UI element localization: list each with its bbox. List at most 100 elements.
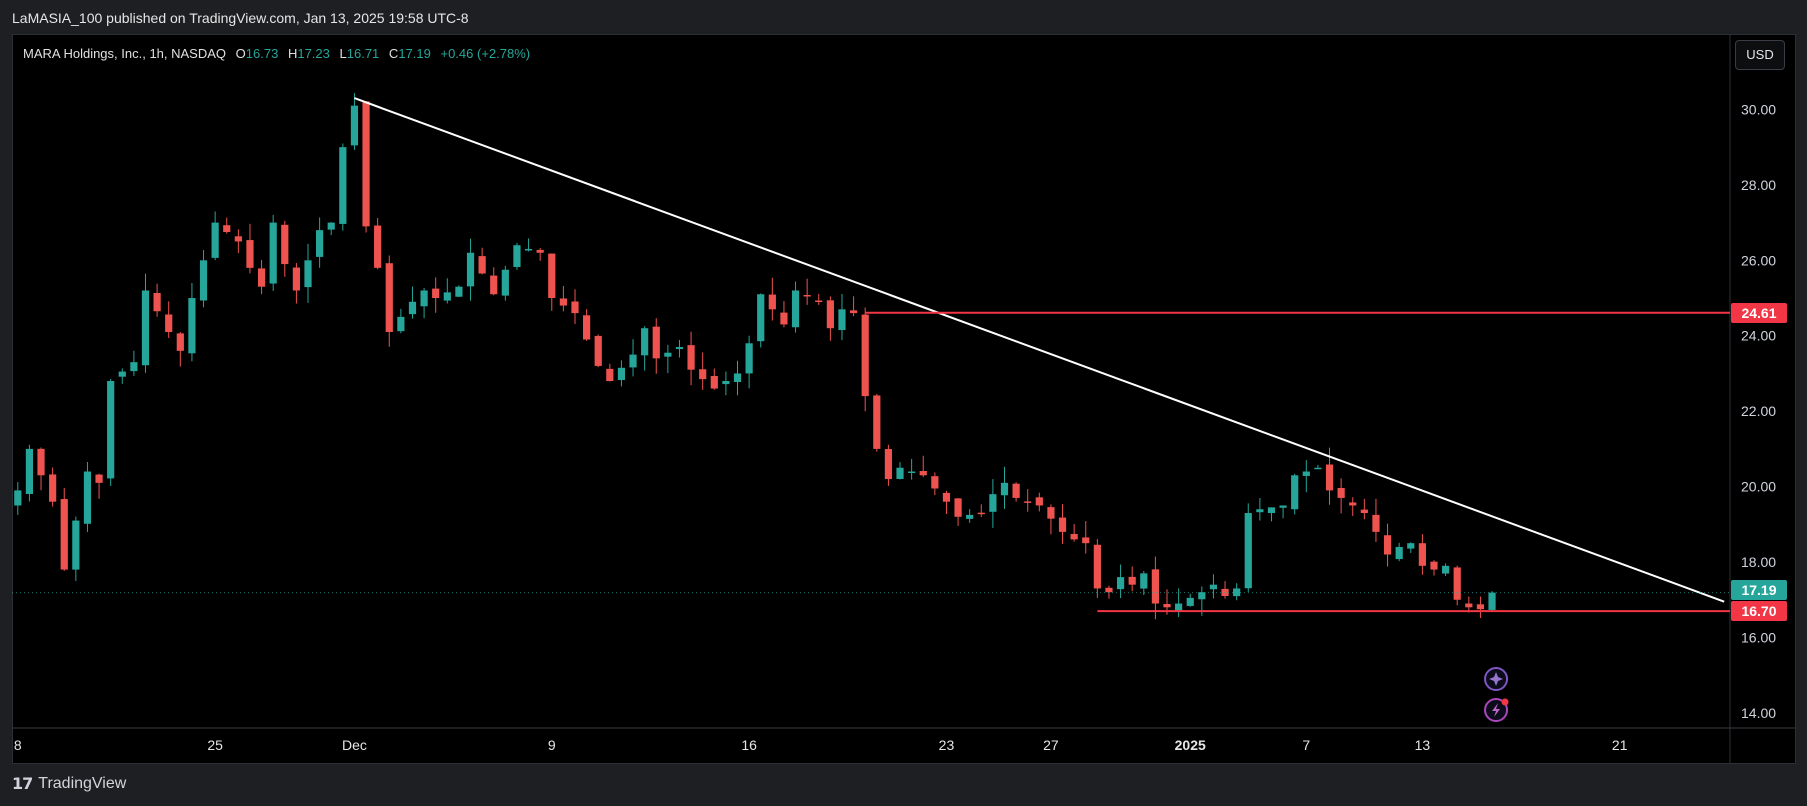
candle-body	[374, 225, 382, 268]
candle-body	[1442, 565, 1450, 574]
candle-body	[257, 268, 266, 287]
candle-body	[408, 301, 417, 315]
resistance-price-badge: 24.61	[1731, 302, 1787, 323]
candle-body	[1221, 588, 1229, 596]
flash-alert-icon[interactable]	[1484, 698, 1509, 722]
symbol-name[interactable]: MARA Holdings, Inc., 1h, NASDAQ	[23, 46, 227, 61]
chart-frame[interactable]	[12, 34, 1796, 764]
candle-body	[1465, 603, 1473, 608]
x-tick-label: Dec	[342, 737, 367, 753]
candle-body	[1082, 537, 1090, 544]
candle-body	[95, 474, 103, 483]
candle-body	[780, 312, 788, 325]
candle-body	[548, 253, 556, 299]
candle-body	[757, 294, 765, 342]
candle-body	[908, 471, 916, 474]
candle-body	[118, 371, 126, 377]
candle-body	[1151, 569, 1159, 604]
ai-assistant-icon[interactable]	[1484, 667, 1509, 691]
candle-body	[1453, 567, 1461, 600]
descending-trendline	[354, 97, 1725, 603]
x-tick-label: 21	[1612, 737, 1628, 753]
candle-body	[524, 248, 533, 251]
candle-body	[1267, 507, 1276, 514]
candle-body	[583, 315, 591, 340]
candle-body	[316, 230, 324, 257]
candle-body	[199, 260, 208, 301]
publisher-bar: LaMASIA_100 published on TradingView.com…	[0, 0, 1807, 34]
candle-body	[234, 236, 242, 242]
candle-body	[269, 222, 277, 284]
high-value: 17.23	[297, 46, 330, 61]
candle-body	[292, 267, 300, 291]
y-tick-label: 20.00	[1741, 479, 1776, 495]
footer-bar	[0, 764, 1807, 806]
x-tick-label: 13	[1415, 737, 1431, 753]
candle-body	[14, 490, 22, 506]
candle-body	[768, 294, 776, 310]
candle-body	[1314, 467, 1322, 470]
candle-body	[1058, 517, 1067, 532]
candle-body	[1291, 475, 1299, 510]
candle-body	[281, 224, 289, 265]
candle-body	[432, 288, 440, 299]
candle-body	[362, 101, 370, 227]
candle-body	[223, 225, 231, 233]
candle-body	[490, 275, 498, 295]
candle-body	[745, 343, 753, 374]
candle-body	[710, 376, 718, 389]
candle-body	[513, 245, 521, 267]
candle-body	[861, 314, 869, 397]
candle-body	[385, 263, 393, 332]
candle-body	[1256, 509, 1264, 513]
candle-body	[25, 448, 34, 495]
high-label: H	[287, 46, 298, 61]
publisher-text: LaMASIA_100 published on TradingView.com…	[12, 10, 469, 26]
candle-body	[211, 222, 219, 258]
candle-body	[153, 292, 161, 312]
candle-body	[1476, 604, 1485, 610]
low-label: L	[339, 46, 347, 61]
candle-body	[37, 448, 45, 476]
y-tick-label: 28.00	[1741, 177, 1776, 193]
candle-body	[1418, 543, 1426, 566]
candle-body	[350, 105, 359, 146]
y-tick-label: 26.00	[1741, 252, 1776, 268]
x-tick-label: 23	[939, 737, 955, 753]
candle-body	[722, 381, 730, 385]
candle-body	[1395, 546, 1403, 560]
candle-body	[931, 476, 939, 489]
candle-body	[339, 147, 347, 224]
close-label: C	[388, 46, 399, 61]
currency-button[interactable]: USD	[1735, 40, 1785, 70]
candle-body	[1000, 482, 1009, 496]
candle-body	[246, 240, 254, 268]
candle-body	[83, 471, 92, 524]
candle-body	[896, 467, 904, 479]
candle-body	[49, 474, 57, 502]
candle-body	[478, 256, 486, 274]
candle-body	[1430, 561, 1438, 570]
candle-body	[420, 290, 428, 307]
y-tick-label: 16.00	[1741, 629, 1776, 645]
candle-body	[954, 498, 962, 517]
x-tick-label: 8	[14, 737, 22, 753]
candle-body	[536, 249, 544, 253]
candle-body	[1302, 471, 1310, 476]
y-tick-label: 30.00	[1741, 101, 1776, 117]
candle-body	[1070, 533, 1078, 540]
y-tick-label: 22.00	[1741, 403, 1776, 419]
candle-body	[107, 381, 115, 479]
tradingview-logo[interactable]: 𝟭𝟳 TradingView	[12, 774, 126, 794]
candle-body	[466, 252, 475, 287]
candle-body	[641, 328, 649, 356]
candle-body	[652, 326, 660, 359]
candle-body	[838, 309, 846, 331]
support-price-badge: 16.70	[1731, 601, 1787, 622]
candle-body	[397, 316, 405, 332]
candle-body	[989, 494, 997, 512]
candle-body	[1337, 488, 1345, 498]
close-value: 17.19	[398, 46, 431, 61]
x-tick-label: 9	[548, 737, 556, 753]
